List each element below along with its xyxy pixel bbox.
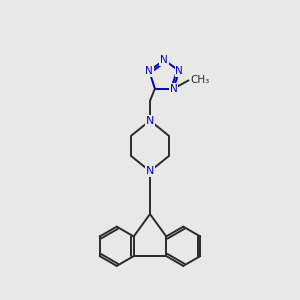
Text: CH₃: CH₃: [190, 75, 209, 85]
Text: N: N: [176, 66, 183, 76]
Text: N: N: [145, 66, 153, 76]
Text: N: N: [169, 84, 177, 94]
Text: N: N: [146, 116, 154, 125]
Text: N: N: [160, 55, 168, 65]
Text: N: N: [146, 166, 154, 176]
